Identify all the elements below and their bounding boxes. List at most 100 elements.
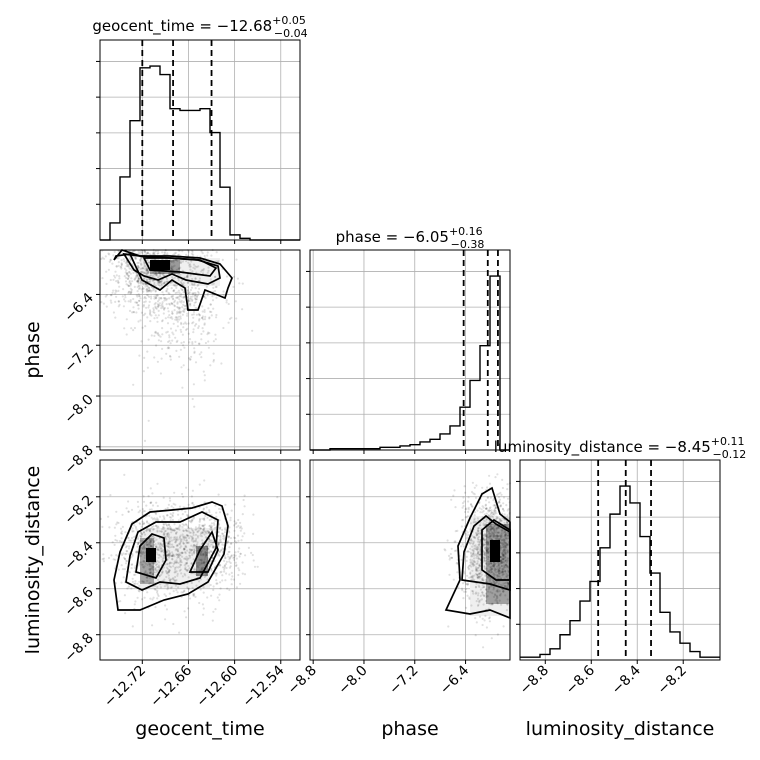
scatter-point [178, 505, 182, 508]
scatter-point [489, 565, 492, 569]
scatter-point [488, 562, 491, 565]
scatter-point [496, 600, 499, 603]
scatter-point [139, 523, 142, 526]
scatter-point [192, 266, 195, 269]
scatter-point [150, 334, 153, 337]
scatter-point [468, 547, 471, 551]
scatter-point [238, 547, 241, 550]
scatter-point [144, 251, 147, 254]
scatter-point [176, 301, 179, 304]
scatter-point [144, 554, 147, 557]
scatter-point [477, 535, 481, 539]
scatter-point [470, 539, 473, 542]
scatter-point [134, 255, 137, 259]
scatter-point [450, 556, 454, 559]
scatter-point [131, 280, 134, 283]
scatter-point [506, 565, 509, 568]
scatter-point [471, 569, 474, 572]
scatter-point [180, 287, 183, 290]
scatter-point [140, 533, 144, 536]
scatter-point [490, 511, 493, 514]
scatter-point [161, 262, 164, 265]
scatter-point [490, 525, 493, 529]
scatter-point [488, 586, 491, 589]
scatter-point [142, 510, 145, 513]
scatter-point [141, 580, 145, 583]
scatter-point [191, 536, 194, 539]
scatter-point [461, 519, 464, 522]
scatter-point [159, 543, 162, 546]
scatter-point [200, 250, 203, 253]
scatter-point [177, 519, 180, 522]
scatter-point [133, 535, 136, 539]
ytick-labels-luminosity-distance: −8.8 −8.6 −8.4 −8.2 [61, 492, 96, 665]
scatter-point [256, 565, 259, 568]
scatter-point [144, 272, 147, 275]
scatter-point [158, 302, 161, 305]
scatter-point [181, 513, 184, 516]
scatter-point [132, 297, 135, 301]
scatter-point [192, 593, 195, 596]
scatter-point [473, 518, 476, 522]
scatter-point [139, 262, 143, 265]
scatter-point [499, 555, 502, 559]
scatter-point [163, 299, 166, 302]
scatter-point [229, 561, 232, 565]
scatter-point [183, 547, 186, 550]
scatter-point [471, 589, 474, 593]
scatter-point [202, 267, 205, 271]
scatter-point [489, 537, 492, 540]
scatter-point [501, 584, 504, 587]
scatter-point [149, 581, 152, 585]
scatter-point [472, 564, 475, 568]
scatter-point [193, 301, 196, 304]
scatter-point [168, 536, 171, 539]
scatter-point [143, 530, 146, 534]
scatter-point [175, 286, 178, 289]
scatter-point [115, 554, 118, 557]
scatter-point [125, 507, 128, 510]
scatter-point [171, 554, 175, 557]
scatter-point [496, 545, 499, 549]
scatter-point [147, 543, 150, 546]
scatter-point [490, 511, 493, 514]
scatter-point [488, 617, 491, 620]
scatter-point [456, 529, 459, 533]
scatter-point [493, 513, 496, 516]
scatter-point [497, 500, 500, 503]
scatter-point [105, 294, 108, 297]
scatter-point [499, 546, 502, 549]
scatter-point [488, 540, 492, 543]
scatter-point [498, 546, 501, 550]
scatter-point [499, 541, 502, 544]
scatter-point [155, 272, 158, 275]
scatter-point [495, 571, 498, 574]
scatter-point [181, 279, 184, 282]
scatter-point [501, 553, 505, 557]
scatter-point [137, 266, 140, 269]
scatter-point [130, 290, 133, 293]
scatter-point [226, 513, 229, 516]
scatter-point [176, 553, 179, 556]
scatter-point [489, 514, 492, 517]
scatter-point [485, 527, 488, 530]
scatter-point [211, 295, 214, 298]
scatter-point [479, 553, 482, 556]
scatter-point [107, 515, 110, 518]
scatter-point [147, 272, 150, 275]
scatter-point [170, 302, 173, 305]
scatter-point [142, 580, 146, 584]
scatter-point [155, 501, 158, 504]
scatter-point [152, 252, 155, 255]
scatter-point [154, 296, 157, 299]
scatter-point [131, 269, 134, 272]
scatter-point [174, 541, 177, 544]
scatter-point [153, 317, 156, 320]
ytick-label: −8.4 [61, 538, 96, 573]
scatter-point [485, 534, 488, 538]
scatter-point [490, 556, 493, 559]
scatter-point [145, 293, 149, 297]
scatter-point [497, 538, 500, 541]
scatter-point [481, 617, 484, 620]
scatter-point [493, 551, 496, 554]
